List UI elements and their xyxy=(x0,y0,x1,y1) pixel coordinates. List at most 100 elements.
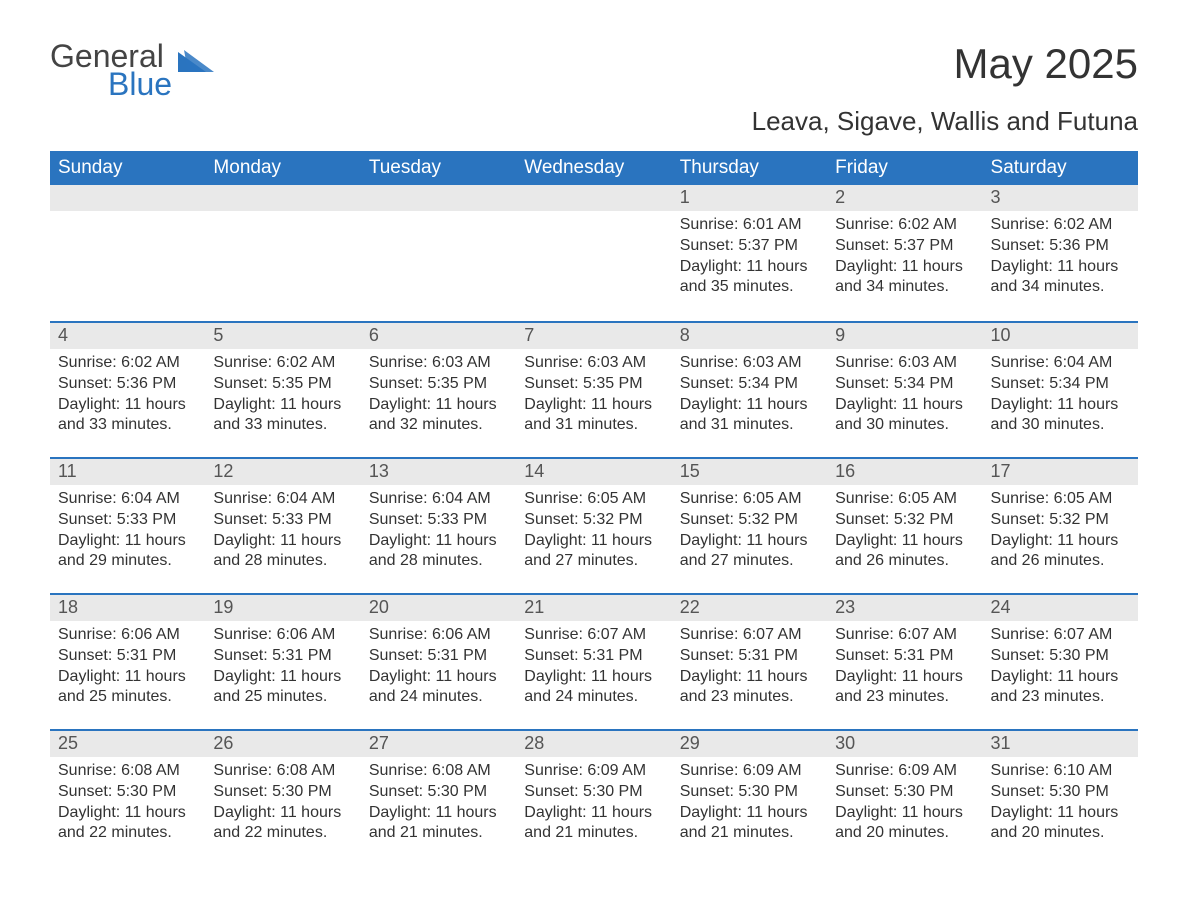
day-number: 30 xyxy=(827,731,982,757)
sunset-text: Sunset: 5:34 PM xyxy=(991,374,1130,395)
sunset-text: Sunset: 5:30 PM xyxy=(369,782,508,803)
day-body: Sunrise: 6:02 AMSunset: 5:37 PMDaylight:… xyxy=(827,211,982,306)
day-number: 14 xyxy=(516,459,671,485)
day-number: 22 xyxy=(672,595,827,621)
week-row: 11 Sunrise: 6:04 AMSunset: 5:33 PM Dayligh… xyxy=(50,457,1138,587)
day-number: 12 xyxy=(205,459,360,485)
day-number: 28 xyxy=(516,731,671,757)
daylight-text: Daylight: 11 hours and 31 minutes. xyxy=(680,395,819,437)
sunrise-text: Sunrise: 6:07 AM xyxy=(991,625,1130,646)
daylight-text: Daylight: 11 hours and 34 minutes. xyxy=(835,257,974,299)
daylight-text: Daylight: 11 hours and 28 minutes. xyxy=(213,531,352,573)
daylight-text: Daylight: 11 hours and 20 minutes. xyxy=(991,803,1130,845)
sunrise-text: Sunrise: 6:04 AM xyxy=(58,489,197,510)
sunrise-text: Sunrise: 6:05 AM xyxy=(524,489,663,510)
day-body: Sunrise: 6:03 AMSunset: 5:35 PMDaylight:… xyxy=(516,349,671,444)
day-body: Sunrise: 6:03 AMSunset: 5:34 PMDaylight:… xyxy=(672,349,827,444)
day-body xyxy=(516,211,671,223)
daylight-text: Daylight: 11 hours and 22 minutes. xyxy=(58,803,197,845)
daylight-text: Daylight: 11 hours and 30 minutes. xyxy=(991,395,1130,437)
day-number: 11 xyxy=(50,459,205,485)
day-cell: 6Sunrise: 6:03 AMSunset: 5:35 PMDaylight… xyxy=(361,323,516,451)
sunrise-text: Sunrise: 6:08 AM xyxy=(369,761,508,782)
week-row: 1Sunrise: 6:01 AMSunset: 5:37 PMDaylight… xyxy=(50,185,1138,315)
day-cell xyxy=(205,185,360,315)
day-cell: 23Sunrise: 6:07 AMSunset: 5:31 PMDayligh… xyxy=(827,595,982,723)
week-row: 18Sunrise: 6:06 AMSunset: 5:31 PMDayligh… xyxy=(50,593,1138,723)
sunset-text: Sunset: 5:33 PM xyxy=(58,510,197,531)
day-cell xyxy=(50,185,205,315)
day-body: Sunrise: 6:03 AMSunset: 5:34 PMDaylight:… xyxy=(827,349,982,444)
sunset-text: Sunset: 5:36 PM xyxy=(58,374,197,395)
sunrise-text: Sunrise: 6:03 AM xyxy=(835,353,974,374)
daylight-text: Daylight: 11 hours and 33 minutes. xyxy=(58,395,197,437)
sunset-text: Sunset: 5:32 PM xyxy=(680,510,819,531)
header-row: General Blue May 2025 xyxy=(50,40,1138,100)
month-year-title: May 2025 xyxy=(954,40,1138,88)
day-number: 1 xyxy=(672,185,827,211)
day-cell: 31Sunrise: 6:10 AMSunset: 5:30 PMDayligh… xyxy=(983,731,1138,859)
logo-triangle-icon xyxy=(178,46,214,72)
day-body: Sunrise: 6:07 AMSunset: 5:31 PMDaylight:… xyxy=(672,621,827,716)
daylight-text: Daylight: 11 hours and 35 minutes. xyxy=(680,257,819,299)
day-number: 10 xyxy=(983,323,1138,349)
daylight-text: Daylight: 11 hours and 25 minutes. xyxy=(213,667,352,709)
daylight-text: Daylight: 11 hours and 22 minutes. xyxy=(213,803,352,845)
daylight-text: Daylight: 11 hours and 23 minutes. xyxy=(835,667,974,709)
day-cell: 20Sunrise: 6:06 AMSunset: 5:31 PMDayligh… xyxy=(361,595,516,723)
day-cell: 8Sunrise: 6:03 AMSunset: 5:34 PMDaylight… xyxy=(672,323,827,451)
day-cell: 16Sunrise: 6:05 AMSunset: 5:32 PMDayligh… xyxy=(827,459,982,587)
day-cell: 3Sunrise: 6:02 AMSunset: 5:36 PMDaylight… xyxy=(983,185,1138,315)
day-body xyxy=(361,211,516,223)
day-cell: 13Sunrise: 6:04 AMSunset: 5:33 PMDayligh… xyxy=(361,459,516,587)
sunset-text: Sunset: 5:36 PM xyxy=(991,236,1130,257)
day-cell: 29Sunrise: 6:09 AMSunset: 5:30 PMDayligh… xyxy=(672,731,827,859)
daylight-text: Daylight: 11 hours and 23 minutes. xyxy=(991,667,1130,709)
day-number: 20 xyxy=(361,595,516,621)
sunset-text: Sunset: 5:30 PM xyxy=(213,782,352,803)
sunset-text: Sunset: 5:37 PM xyxy=(835,236,974,257)
daylight-text: Daylight: 11 hours and 34 minutes. xyxy=(991,257,1130,299)
week-row: 25Sunrise: 6:08 AMSunset: 5:30 PMDayligh… xyxy=(50,729,1138,859)
day-number: 6 xyxy=(361,323,516,349)
sunset-text: Sunset: 5:31 PM xyxy=(835,646,974,667)
weekday-header: Monday xyxy=(205,151,360,185)
day-number: 9 xyxy=(827,323,982,349)
sunrise-text: Sunrise: 6:05 AM xyxy=(835,489,974,510)
daylight-text: Daylight: 11 hours and 32 minutes. xyxy=(369,395,508,437)
day-cell: 30Sunrise: 6:09 AMSunset: 5:30 PMDayligh… xyxy=(827,731,982,859)
daylight-text: Daylight: 11 hours and 27 minutes. xyxy=(680,531,819,573)
day-number: 18 xyxy=(50,595,205,621)
day-cell: 2Sunrise: 6:02 AMSunset: 5:37 PMDaylight… xyxy=(827,185,982,315)
sunset-text: Sunset: 5:31 PM xyxy=(680,646,819,667)
day-cell: 7Sunrise: 6:03 AMSunset: 5:35 PMDaylight… xyxy=(516,323,671,451)
sunset-text: Sunset: 5:31 PM xyxy=(213,646,352,667)
day-cell: 14Sunrise: 6:05 AMSunset: 5:32 PMDayligh… xyxy=(516,459,671,587)
day-body: Sunrise: 6:10 AMSunset: 5:30 PMDaylight:… xyxy=(983,757,1138,852)
day-cell xyxy=(516,185,671,315)
day-number: 15 xyxy=(672,459,827,485)
day-body: Sunrise: 6:02 AMSunset: 5:35 PMDaylight:… xyxy=(205,349,360,444)
daylight-text: Daylight: 11 hours and 31 minutes. xyxy=(524,395,663,437)
daylight-text: Daylight: 11 hours and 21 minutes. xyxy=(680,803,819,845)
day-body: Sunrise: 6:08 AMSunset: 5:30 PMDaylight:… xyxy=(50,757,205,852)
sunset-text: Sunset: 5:35 PM xyxy=(369,374,508,395)
day-body: Sunrise: 6:07 AMSunset: 5:31 PMDaylight:… xyxy=(516,621,671,716)
sunset-text: Sunset: 5:30 PM xyxy=(58,782,197,803)
sunset-text: Sunset: 5:30 PM xyxy=(680,782,819,803)
sunset-text: Sunset: 5:35 PM xyxy=(213,374,352,395)
daylight-text: Daylight: 11 hours and 23 minutes. xyxy=(680,667,819,709)
sunrise-text: Sunrise: 6:02 AM xyxy=(213,353,352,374)
week-row: 4Sunrise: 6:02 AMSunset: 5:36 PMDaylight… xyxy=(50,321,1138,451)
sunrise-text: Sunrise: 6:07 AM xyxy=(835,625,974,646)
sunrise-text: Sunrise: 6:10 AM xyxy=(991,761,1130,782)
day-cell: 22Sunrise: 6:07 AMSunset: 5:31 PMDayligh… xyxy=(672,595,827,723)
day-body: Sunrise: 6:02 AMSunset: 5:36 PMDaylight:… xyxy=(983,211,1138,306)
sunset-text: Sunset: 5:30 PM xyxy=(991,646,1130,667)
sunrise-text: Sunrise: 6:07 AM xyxy=(680,625,819,646)
day-body: Sunrise: 6:03 AMSunset: 5:35 PMDaylight:… xyxy=(361,349,516,444)
sunrise-text: Sunrise: 6:06 AM xyxy=(369,625,508,646)
day-body: Sunrise: 6:05 AMSunset: 5:32 PMDaylight:… xyxy=(983,485,1138,580)
sunset-text: Sunset: 5:30 PM xyxy=(991,782,1130,803)
weekday-header: Saturday xyxy=(983,151,1138,185)
